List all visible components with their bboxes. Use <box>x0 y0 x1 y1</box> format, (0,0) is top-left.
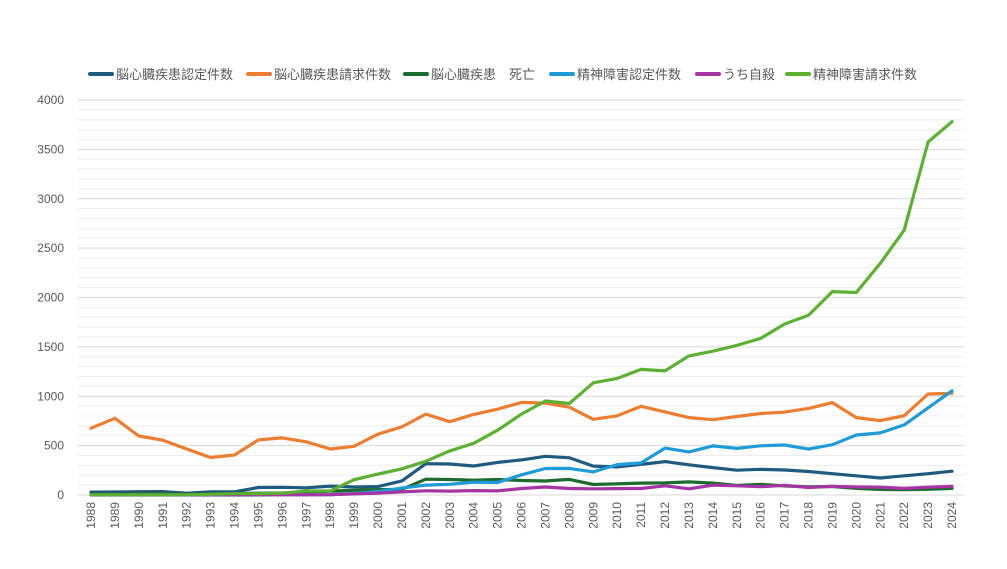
x-tick-label: 2024 <box>945 502 959 529</box>
x-axis: 1988 1989 1990 1991 1992 1993 1994 1995 1996 1997… <box>84 502 959 529</box>
x-tick-label: 1997 <box>299 502 313 529</box>
x-tick-label: 1988 <box>84 502 98 529</box>
x-tick-label: 2003 <box>443 502 457 529</box>
y-tick-label: 3500 <box>37 142 64 156</box>
x-tick-label: 2016 <box>754 502 768 529</box>
x-tick-label: 1994 <box>228 502 242 529</box>
x-tick-label: 2011 <box>634 502 648 528</box>
series-line <box>89 120 954 497</box>
x-tick-label: 2020 <box>849 502 863 529</box>
x-tick-label: 2018 <box>802 502 816 529</box>
y-tick-label: 1500 <box>37 340 64 354</box>
x-tick-label: 2023 <box>921 502 935 529</box>
x-tick-label: 2001 <box>395 502 409 529</box>
x-tick-label: 1990 <box>132 502 146 529</box>
x-tick-label: 2008 <box>562 502 576 529</box>
y-tick-label: 0 <box>57 488 64 502</box>
x-tick-label: 2010 <box>610 502 624 529</box>
legend-label: 脳心臓疾患 死亡 <box>431 68 535 83</box>
y-tick-label: 4000 <box>37 93 64 107</box>
x-tick-label: 2012 <box>658 502 672 529</box>
x-tick-label: 2004 <box>467 502 481 529</box>
series-line <box>89 454 954 495</box>
y-tick-label: 2500 <box>37 241 64 255</box>
x-tick-label: 2000 <box>371 502 385 529</box>
y-axis: 0 500 1000 1500 2000 2500 3000 3500 4000 <box>37 93 64 502</box>
y-tick-label: 500 <box>44 439 64 453</box>
legend-label: 精神障害認定件数 <box>577 67 681 83</box>
x-tick-label: 2019 <box>825 502 839 529</box>
legend: 脳心臓疾患認定件数 脳心臓疾患請求件数 脳心臓疾患 死亡 精神障害認定件数 うち自殺 精神… <box>88 67 917 83</box>
legend-label: うち自殺 <box>723 68 775 83</box>
x-tick-label: 1999 <box>347 502 361 529</box>
legend-label: 精神障害請求件数 <box>813 67 917 83</box>
series-lines <box>89 120 954 497</box>
legend-label: 脳心臓疾患認定件数 <box>116 67 233 83</box>
x-tick-label: 2009 <box>586 502 600 529</box>
x-tick-label: 2002 <box>419 502 433 529</box>
x-tick-label: 2021 <box>873 502 887 529</box>
x-tick-label: 2006 <box>515 502 529 529</box>
series-line <box>89 391 954 460</box>
x-tick-label: 2005 <box>491 502 505 529</box>
y-tick-label: 2000 <box>37 291 64 305</box>
x-tick-label: 1995 <box>251 502 265 529</box>
x-tick-label: 2007 <box>538 502 552 529</box>
x-tick-label: 1989 <box>108 502 122 529</box>
x-tick-label: 2014 <box>706 502 720 529</box>
x-tick-label: 1998 <box>323 502 337 529</box>
y-tick-label: 1000 <box>37 389 64 403</box>
x-tick-label: 1992 <box>180 502 194 529</box>
x-tick-label: 2022 <box>897 502 911 529</box>
gridlines <box>78 99 965 496</box>
legend-label: 脳心臓疾患請求件数 <box>274 68 391 83</box>
x-tick-label: 2013 <box>682 502 696 529</box>
x-tick-label: 1996 <box>275 502 289 529</box>
x-tick-label: 1991 <box>156 502 170 529</box>
x-tick-label: 2017 <box>778 502 792 529</box>
x-tick-label: 2015 <box>730 502 744 529</box>
x-tick-label: 1993 <box>204 502 218 529</box>
y-tick-label: 3000 <box>37 192 64 206</box>
